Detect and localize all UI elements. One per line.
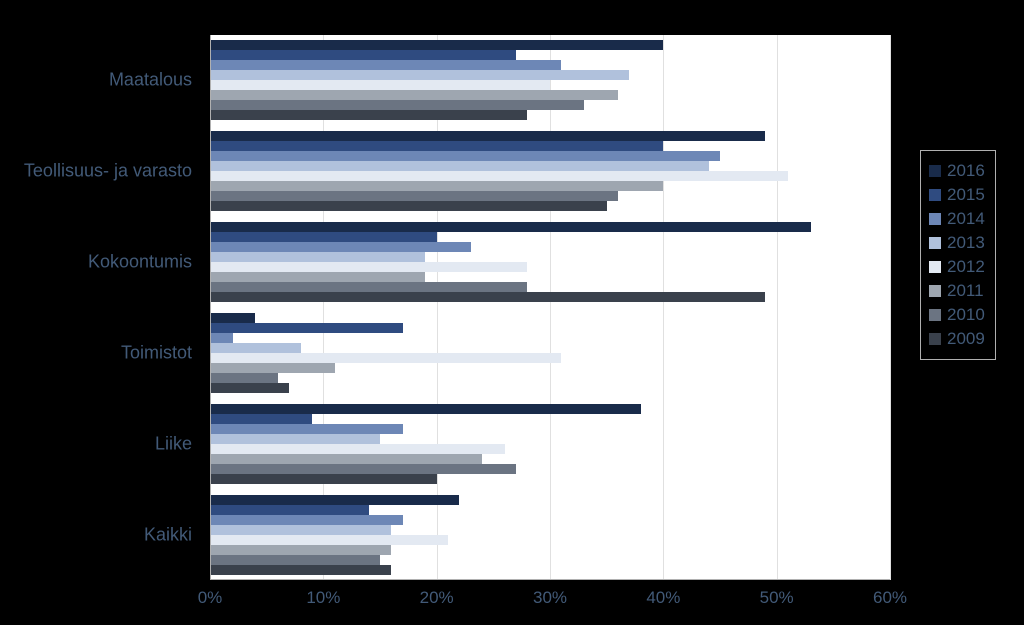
- bar: [210, 171, 788, 181]
- gridline: [890, 35, 891, 580]
- category-label: Toimistot: [0, 342, 192, 363]
- bar: [210, 222, 811, 232]
- bar: [210, 515, 403, 525]
- bar: [210, 383, 289, 393]
- legend-item: 2010: [929, 305, 985, 325]
- bar: [210, 545, 391, 555]
- bar: [210, 454, 482, 464]
- legend-swatch: [929, 237, 941, 249]
- category-label: Teollisuus- ja varasto: [0, 161, 192, 182]
- bar: [210, 434, 380, 444]
- bar: [210, 70, 629, 80]
- chart-container: 2016 2015 2014 2013 2012 2011 2010 2009 0% 10% 20…: [0, 0, 1024, 625]
- legend-item: 2012: [929, 257, 985, 277]
- x-tick-label: 20%: [420, 588, 454, 608]
- x-tick-label: 0%: [198, 588, 223, 608]
- bar: [210, 363, 335, 373]
- legend-swatch: [929, 213, 941, 225]
- bar: [210, 40, 663, 50]
- bar: [210, 232, 437, 242]
- bar: [210, 201, 607, 211]
- x-tick-label: 40%: [646, 588, 680, 608]
- legend-item: 2011: [929, 281, 985, 301]
- legend-item: 2013: [929, 233, 985, 253]
- legend-swatch: [929, 165, 941, 177]
- bar: [210, 262, 527, 272]
- plot-area: [210, 35, 890, 580]
- bar: [210, 474, 437, 484]
- bar: [210, 323, 403, 333]
- bar: [210, 141, 663, 151]
- category-label: Liike: [0, 433, 192, 454]
- x-tick-label: 10%: [306, 588, 340, 608]
- bar: [210, 292, 765, 302]
- legend-swatch: [929, 261, 941, 273]
- legend-label: 2015: [947, 185, 985, 205]
- bar: [210, 191, 618, 201]
- legend-label: 2013: [947, 233, 985, 253]
- bar: [210, 535, 448, 545]
- bar: [210, 505, 369, 515]
- legend-label: 2009: [947, 329, 985, 349]
- bar: [210, 444, 505, 454]
- bar: [210, 272, 425, 282]
- x-tick-label: 50%: [760, 588, 794, 608]
- bar: [210, 495, 459, 505]
- category-label: Kokoontumis: [0, 252, 192, 273]
- bar: [210, 333, 233, 343]
- legend-label: 2011: [947, 281, 984, 301]
- category-label: Kaikki: [0, 524, 192, 545]
- legend: 2016 2015 2014 2013 2012 2011 2010 2009: [920, 150, 996, 360]
- bar: [210, 80, 550, 90]
- bar: [210, 100, 584, 110]
- bar: [210, 414, 312, 424]
- bar: [210, 90, 618, 100]
- legend-label: 2014: [947, 209, 985, 229]
- x-tick-label: 60%: [873, 588, 907, 608]
- legend-swatch: [929, 285, 941, 297]
- legend-label: 2016: [947, 161, 985, 181]
- x-tick-label: 30%: [533, 588, 567, 608]
- bar: [210, 525, 391, 535]
- legend-label: 2010: [947, 305, 985, 325]
- bar: [210, 282, 527, 292]
- bar: [210, 131, 765, 141]
- gridline: [663, 35, 664, 580]
- bar: [210, 313, 255, 323]
- gridline: [777, 35, 778, 580]
- legend-label: 2012: [947, 257, 985, 277]
- legend-item: 2016: [929, 161, 985, 181]
- legend-item: 2015: [929, 185, 985, 205]
- bar: [210, 161, 709, 171]
- bar: [210, 343, 301, 353]
- bar: [210, 565, 391, 575]
- bar: [210, 60, 561, 70]
- bar: [210, 50, 516, 60]
- bar: [210, 151, 720, 161]
- legend-item: 2014: [929, 209, 985, 229]
- bar: [210, 373, 278, 383]
- gridline: [550, 35, 551, 580]
- bar: [210, 555, 380, 565]
- bar: [210, 242, 471, 252]
- bar: [210, 110, 527, 120]
- legend-swatch: [929, 189, 941, 201]
- bar: [210, 424, 403, 434]
- category-label: Maatalous: [0, 70, 192, 91]
- legend-swatch: [929, 333, 941, 345]
- bar: [210, 404, 641, 414]
- legend-swatch: [929, 309, 941, 321]
- bar: [210, 464, 516, 474]
- bar: [210, 353, 561, 363]
- bar: [210, 181, 663, 191]
- legend-item: 2009: [929, 329, 985, 349]
- bar: [210, 252, 425, 262]
